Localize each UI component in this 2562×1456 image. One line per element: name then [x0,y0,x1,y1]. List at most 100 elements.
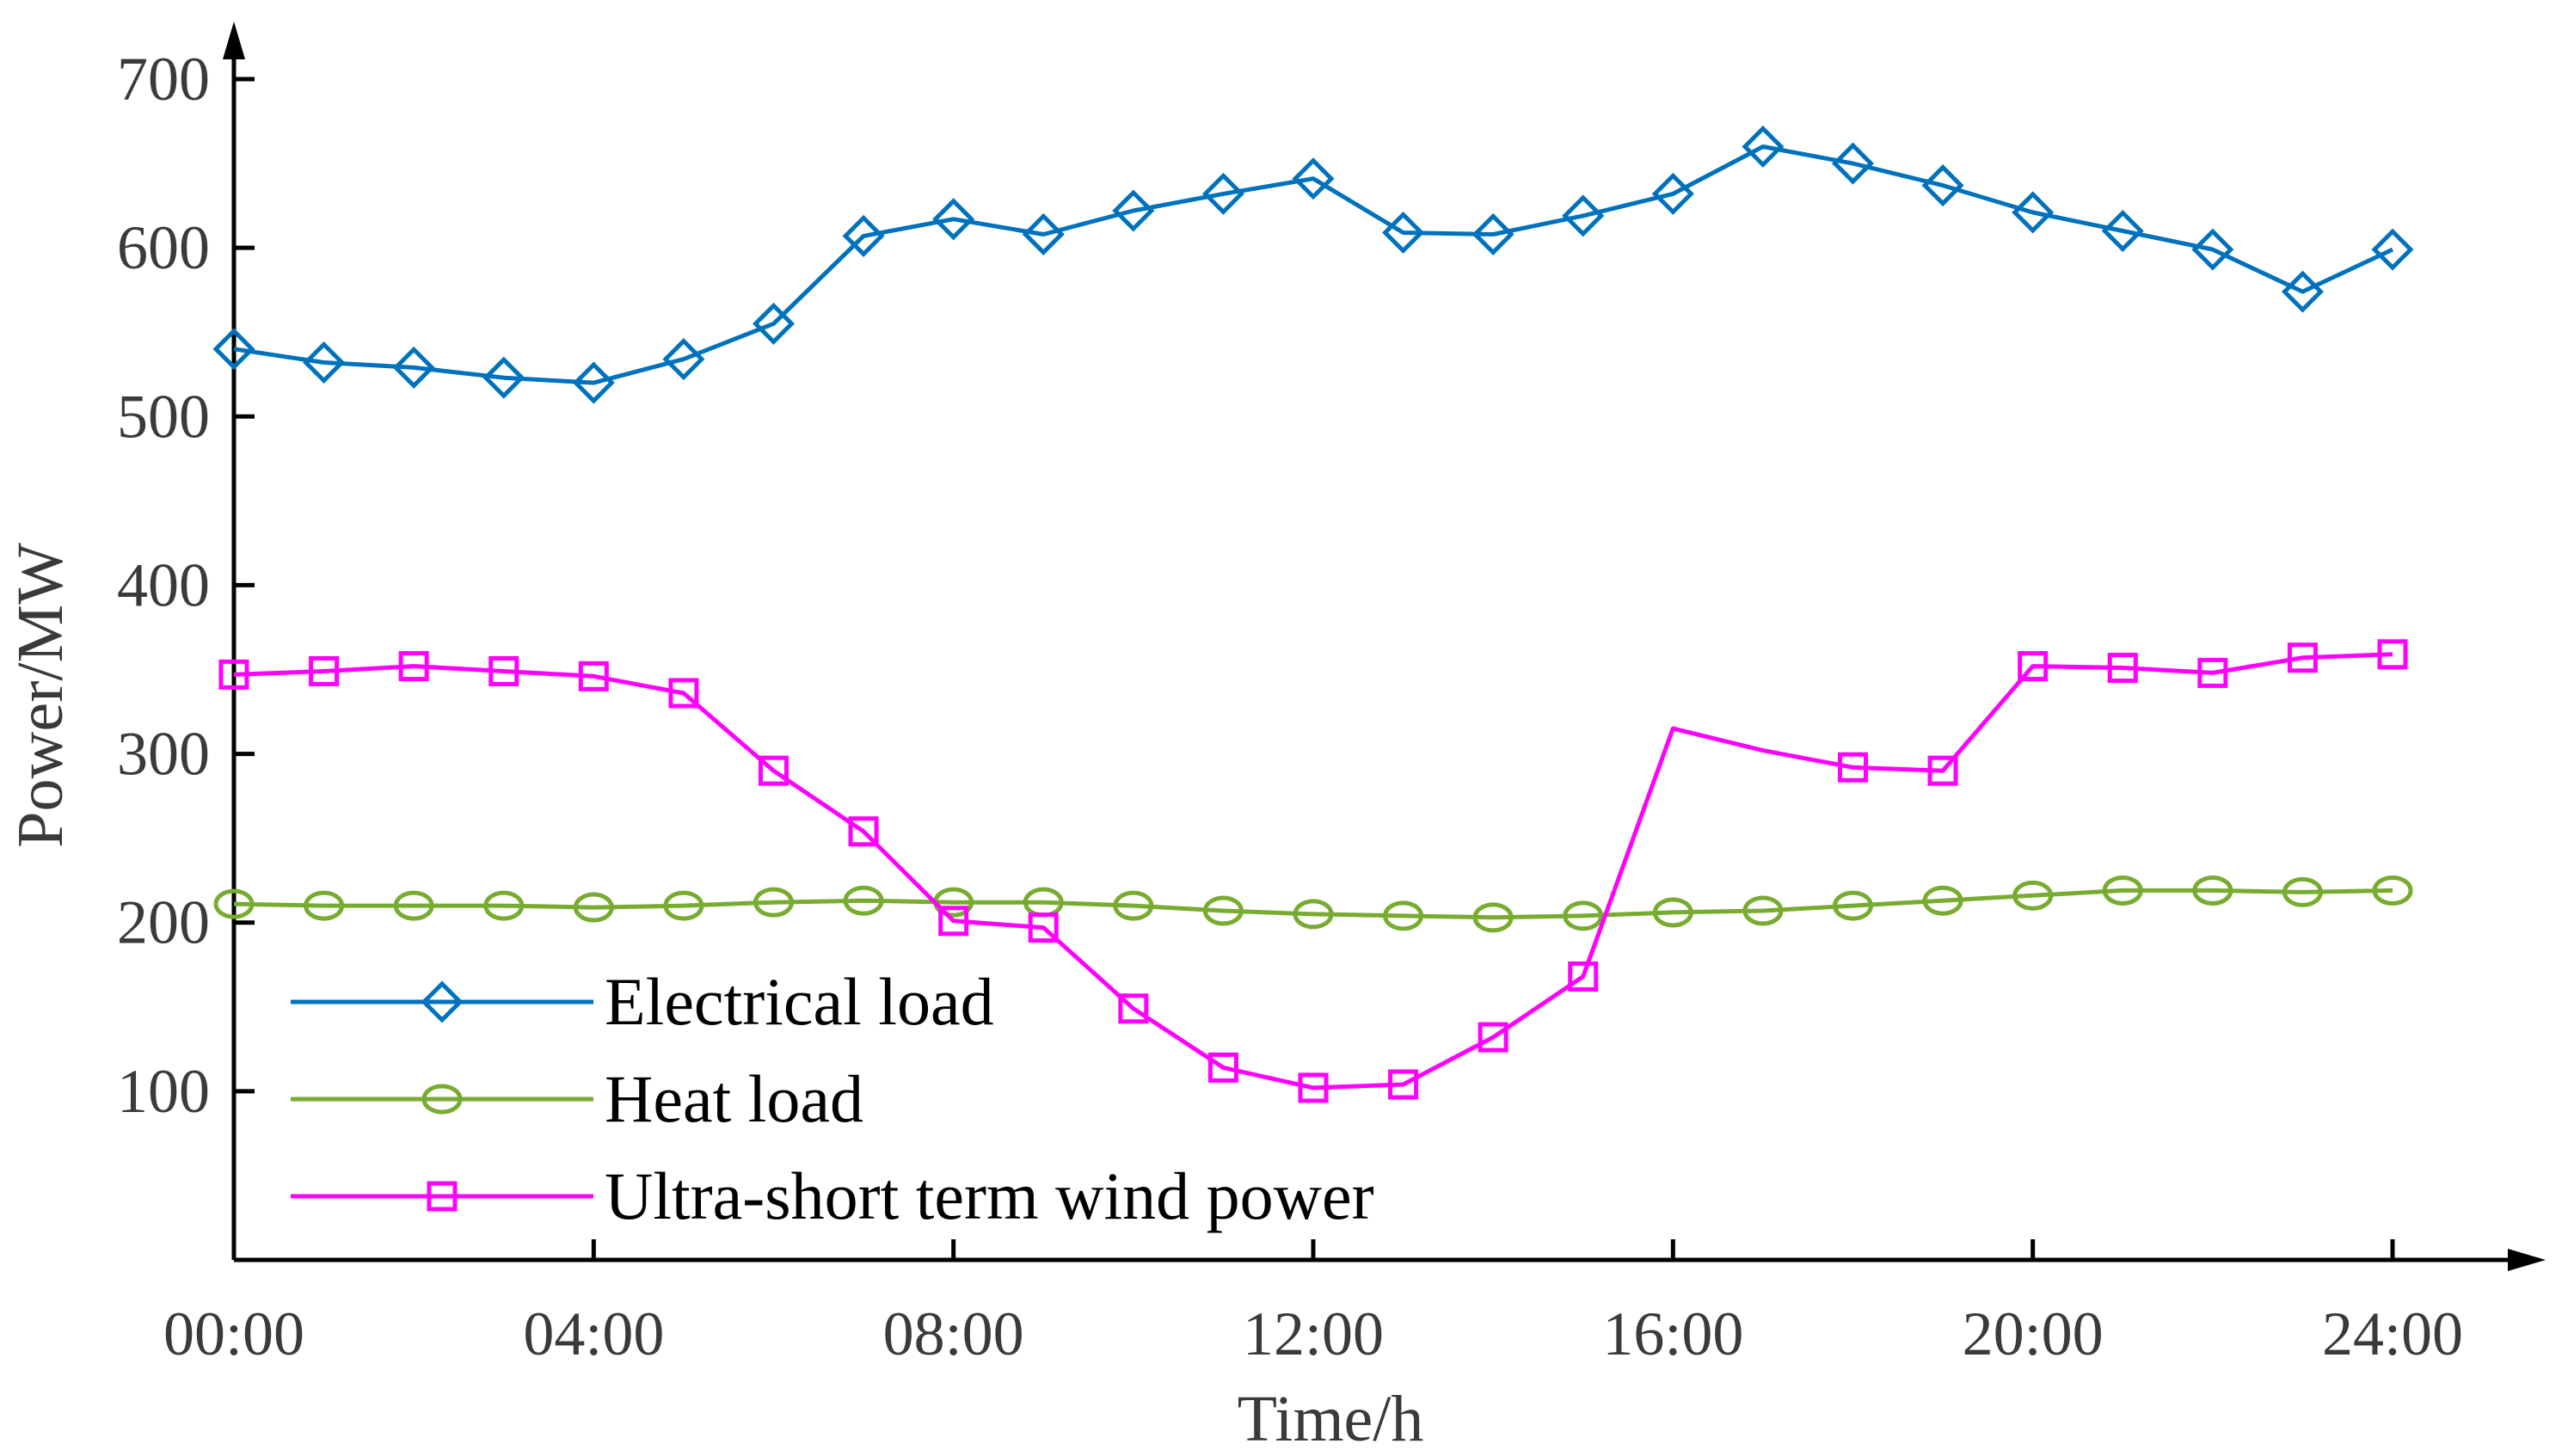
data-point-square [578,660,609,691]
data-point-diamond [1742,125,1785,168]
x-axis-arrowhead [2508,1249,2546,1271]
data-point-circle [1383,900,1424,931]
data-point-diamond [572,361,615,404]
data-point-square [759,755,789,786]
data-point-square [1118,993,1149,1024]
data-point-circle [573,892,614,923]
series-layer [212,125,2414,1103]
x-tick-label: 00:00 [163,1299,304,1368]
data-point-square [1207,1052,1238,1083]
series-line [233,888,2393,920]
data-point-circle [1472,902,1514,933]
data-point-square [668,678,699,709]
series-ultra-short-term-wind-power [218,639,2408,1103]
data-point-square [1298,1072,1329,1103]
data-point-square [488,655,519,686]
data-point-diamond [2012,191,2055,234]
y-axis-label: Power/MW [4,543,77,848]
data-point-diamond [1292,157,1335,200]
data-point-square [1927,755,1958,786]
data-point-circle [304,890,345,921]
data-point-circle [2012,880,2054,911]
y-tick-label: 400 [117,550,210,619]
x-tick-label: 16:00 [1602,1299,1743,1368]
series-line [233,652,2393,1090]
data-point-circle [1922,885,1963,916]
data-point-circle [393,890,434,921]
data-point-diamond [482,356,525,399]
data-point-diamond [2281,270,2324,313]
data-point-circle [2192,875,2233,906]
data-point-circle [213,888,255,919]
data-point-square [1028,912,1059,943]
series-electrical-load [212,125,2414,404]
data-point-square [848,816,879,847]
data-point-diamond [1562,194,1605,237]
data-point-circle [483,890,525,921]
data-point-square [2287,642,2318,673]
data-point-diamond [932,198,975,241]
legend-label: Heat load [605,1061,863,1136]
data-point-square [427,1181,458,1212]
data-point-diamond [842,214,885,257]
data-point-circle [1113,890,1154,921]
data-point-diamond [212,328,255,371]
data-point-circle [421,1084,463,1115]
data-point-circle [2102,875,2143,906]
data-point-diamond [1022,212,1065,255]
data-point-diamond [1471,212,1514,255]
legend-item: Ultra-short term wind power [291,1158,1374,1233]
data-point-diamond [1651,172,1694,215]
y-tick-label: 600 [117,213,210,282]
legend: Electrical load Heat load Ultra-short term… [291,964,1374,1233]
legend-label: Ultra-short term wind power [605,1158,1374,1233]
series-line [233,144,2394,385]
data-point-square [1388,1069,1419,1100]
data-point-circle [1833,890,1873,921]
data-point-square [309,655,340,686]
data-point-circle [1293,899,1334,930]
data-point-square [1838,752,1868,783]
data-point-square [2107,653,2138,684]
data-point-circle [2372,875,2413,906]
data-point-square [2197,657,2228,688]
data-point-diamond [2191,228,2234,271]
data-point-square [2377,639,2408,670]
data-point-circle [1202,895,1244,926]
y-tick-label: 300 [117,720,210,789]
x-tick-label: 12:00 [1243,1299,1384,1368]
legend-item: Heat load [291,1061,863,1136]
data-point-diamond [392,346,435,389]
data-point-square [1478,1022,1508,1053]
data-point-diamond [1831,142,1875,185]
data-point-diamond [421,980,464,1023]
data-point-circle [2282,876,2323,907]
data-point-circle [1742,895,1784,926]
data-point-square [218,659,249,690]
x-tick-label: 20:00 [1963,1299,2104,1368]
ticks: 00:00 04:00 08:00 12:00 16:00 20:00 24:00 100 20… [117,45,2463,1368]
data-point-circle [1563,900,1604,931]
legend-label: Electrical load [605,964,994,1039]
data-point-diamond [662,338,705,381]
x-tick-label: 04:00 [523,1299,664,1368]
data-point-diamond [303,341,346,384]
data-point-circle [843,885,884,916]
x-axis-label: Time/h [1238,1383,1424,1455]
series-heat-load [213,875,2413,933]
data-point-diamond [2101,209,2144,253]
data-point-square [938,906,969,937]
data-point-square [398,651,429,682]
data-point-diamond [1112,189,1155,232]
legend-item: Electrical load [291,964,994,1039]
data-point-circle [1652,897,1693,928]
x-tick-label: 08:00 [883,1299,1024,1368]
data-point-diamond [2371,228,2414,271]
x-tick-label: 24:00 [2322,1299,2463,1368]
data-point-diamond [752,302,796,345]
y-tick-label: 700 [117,45,210,114]
data-point-circle [753,887,794,918]
data-point-circle [663,890,704,921]
y-tick-label: 500 [117,382,210,451]
